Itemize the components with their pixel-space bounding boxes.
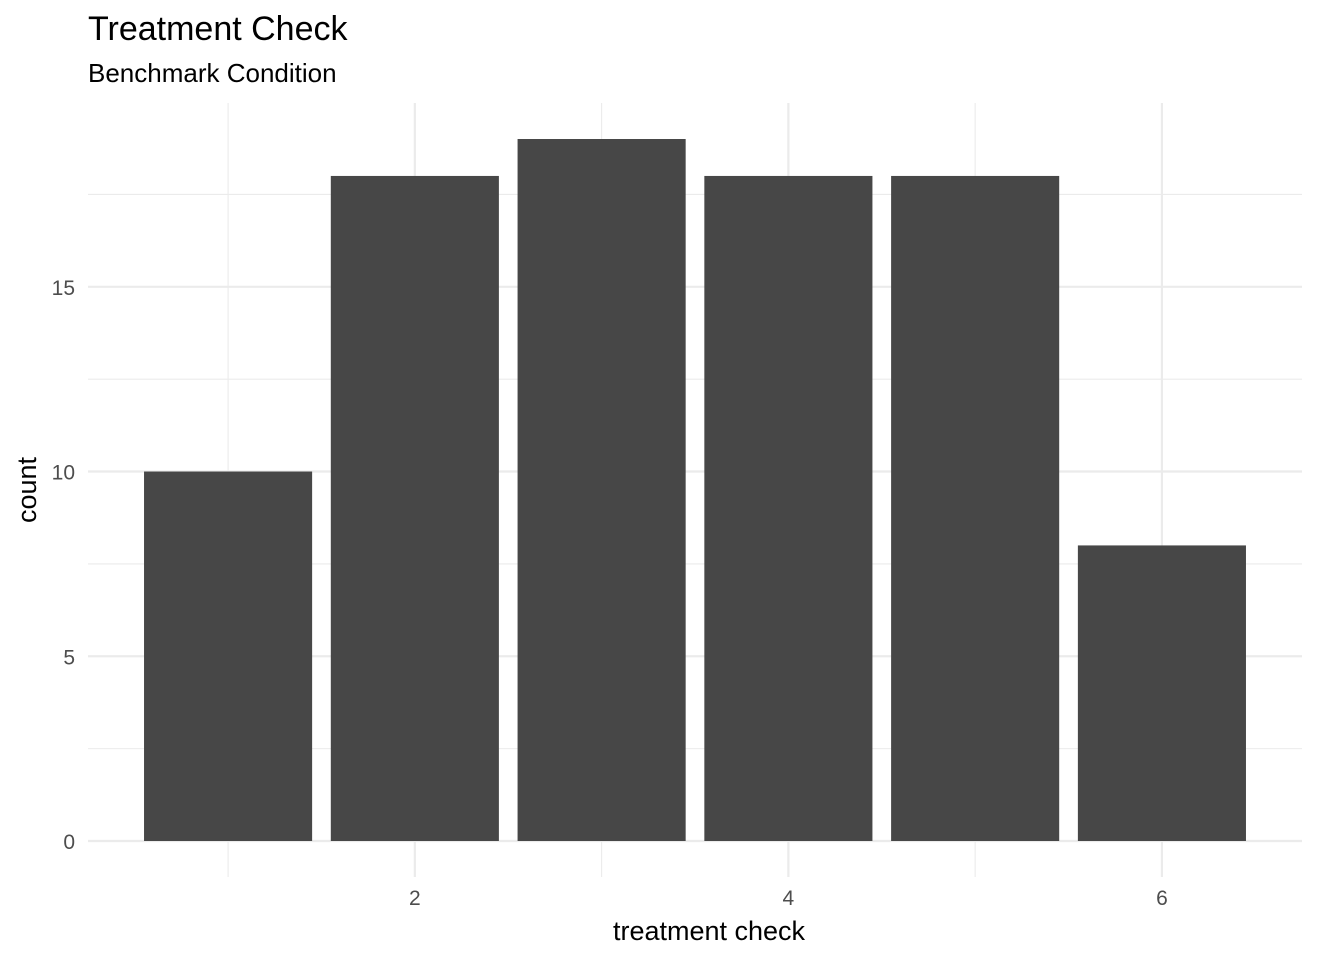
y-axis-ticks: 0 5 10 15 bbox=[52, 277, 75, 854]
x-axis-ticks: 2 4 6 bbox=[409, 887, 1168, 910]
x-axis-title: treatment check bbox=[613, 916, 806, 946]
y-axis-title: count bbox=[12, 456, 42, 523]
bars bbox=[144, 139, 1246, 841]
chart-subtitle: Benchmark Condition bbox=[88, 58, 337, 88]
y-tick-label: 5 bbox=[63, 646, 75, 669]
bar-3 bbox=[517, 139, 686, 841]
y-tick-label: 15 bbox=[52, 277, 75, 300]
x-tick-label: 6 bbox=[1156, 887, 1168, 910]
bar-6 bbox=[1077, 545, 1246, 841]
bar-1 bbox=[144, 471, 313, 841]
bar-5 bbox=[891, 175, 1060, 841]
bar-2 bbox=[330, 175, 499, 841]
bar-4 bbox=[704, 175, 873, 841]
y-tick-label: 10 bbox=[52, 462, 75, 485]
y-tick-label: 0 bbox=[63, 831, 75, 854]
chart-title: Treatment Check bbox=[88, 10, 348, 48]
x-tick-label: 2 bbox=[409, 887, 421, 910]
x-tick-label: 4 bbox=[783, 887, 795, 910]
